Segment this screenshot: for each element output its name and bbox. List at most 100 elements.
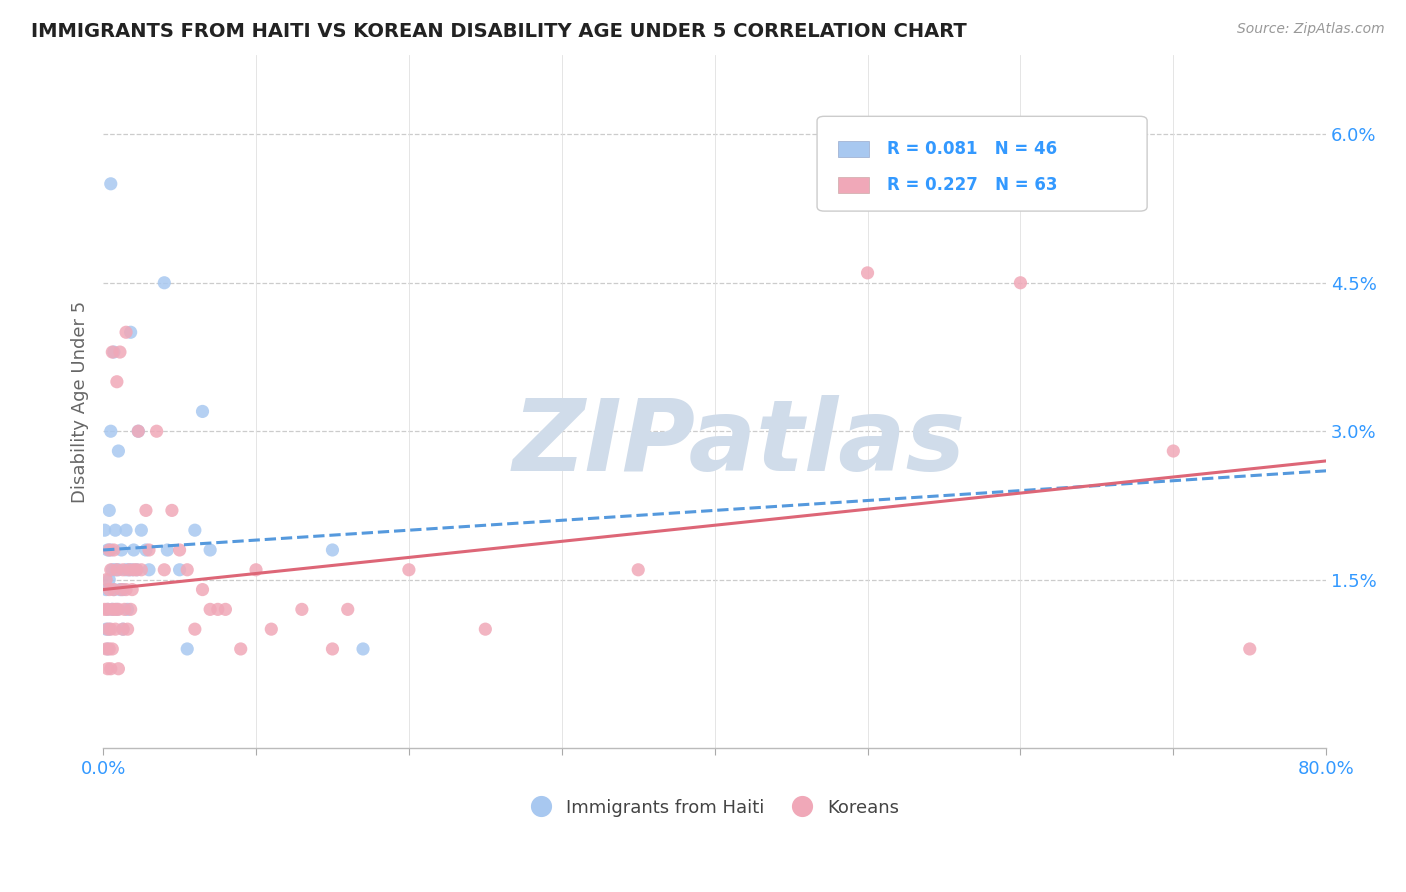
- Point: [98, 622, 121, 636]
- Point: [107, 662, 129, 676]
- Point: [198, 543, 221, 558]
- Point: [98, 543, 121, 558]
- Point: [97, 602, 120, 616]
- Point: [105, 375, 128, 389]
- Point: [93, 602, 115, 616]
- Point: [108, 345, 131, 359]
- Legend: Immigrants from Haiti, Koreans: Immigrants from Haiti, Koreans: [523, 790, 907, 824]
- Point: [100, 543, 122, 558]
- Point: [104, 602, 127, 616]
- Point: [127, 424, 149, 438]
- Point: [104, 563, 127, 577]
- Point: [105, 563, 128, 577]
- Point: [101, 563, 124, 577]
- Point: [117, 602, 139, 616]
- Point: [207, 602, 229, 616]
- Point: [111, 622, 134, 636]
- Point: [96, 573, 118, 587]
- Point: [117, 622, 139, 636]
- Point: [115, 563, 138, 577]
- Point: [160, 503, 183, 517]
- Point: [260, 622, 283, 636]
- Point: [120, 602, 142, 616]
- Point: [93, 523, 115, 537]
- Point: [115, 523, 138, 537]
- Point: [97, 602, 120, 616]
- Point: [291, 602, 314, 616]
- Point: [101, 602, 124, 616]
- Point: [176, 642, 198, 657]
- Text: ZIPatlas: ZIPatlas: [513, 394, 966, 491]
- Point: [100, 622, 122, 636]
- Point: [352, 642, 374, 657]
- Point: [101, 602, 124, 616]
- Point: [176, 563, 198, 577]
- Point: [131, 523, 153, 537]
- Point: [474, 622, 496, 636]
- Point: [121, 582, 143, 597]
- Point: [107, 602, 129, 616]
- Point: [127, 424, 149, 438]
- Point: [108, 582, 131, 597]
- Point: [122, 543, 145, 558]
- Point: [96, 622, 118, 636]
- Point: [856, 266, 879, 280]
- Point: [98, 642, 121, 657]
- Point: [125, 563, 148, 577]
- Point: [98, 503, 121, 517]
- Point: [336, 602, 359, 616]
- Point: [110, 582, 132, 597]
- Point: [105, 602, 128, 616]
- Point: [398, 563, 420, 577]
- Point: [97, 543, 120, 558]
- Text: Source: ZipAtlas.com: Source: ZipAtlas.com: [1237, 22, 1385, 37]
- Point: [321, 642, 343, 657]
- Point: [100, 662, 122, 676]
- Point: [145, 424, 167, 438]
- Point: [153, 563, 176, 577]
- Point: [104, 523, 127, 537]
- Point: [169, 563, 191, 577]
- Point: [138, 563, 160, 577]
- Point: [97, 622, 120, 636]
- Point: [184, 523, 207, 537]
- Point: [104, 622, 127, 636]
- Point: [103, 582, 125, 597]
- Point: [101, 345, 124, 359]
- Point: [114, 602, 136, 616]
- Y-axis label: Disability Age Under 5: Disability Age Under 5: [72, 301, 89, 503]
- Point: [1010, 276, 1032, 290]
- Point: [97, 642, 120, 657]
- Point: [111, 582, 134, 597]
- Point: [110, 543, 132, 558]
- Point: [198, 602, 221, 616]
- Point: [156, 543, 179, 558]
- Point: [107, 444, 129, 458]
- Point: [135, 503, 157, 517]
- Point: [153, 276, 176, 290]
- Point: [107, 563, 129, 577]
- Point: [138, 543, 160, 558]
- Point: [118, 563, 141, 577]
- Point: [125, 563, 148, 577]
- Point: [103, 345, 125, 359]
- Point: [98, 573, 121, 587]
- Text: R = 0.081   N = 46: R = 0.081 N = 46: [887, 140, 1057, 158]
- Point: [1163, 444, 1185, 458]
- Point: [103, 543, 125, 558]
- Text: R = 0.227   N = 63: R = 0.227 N = 63: [887, 176, 1057, 194]
- Point: [111, 563, 134, 577]
- Point: [627, 563, 650, 577]
- Point: [101, 642, 124, 657]
- Text: IMMIGRANTS FROM HAITI VS KOREAN DISABILITY AGE UNDER 5 CORRELATION CHART: IMMIGRANTS FROM HAITI VS KOREAN DISABILI…: [31, 22, 967, 41]
- Point: [96, 642, 118, 657]
- Point: [120, 325, 142, 339]
- Point: [100, 177, 122, 191]
- Point: [321, 543, 343, 558]
- Point: [191, 404, 214, 418]
- Point: [131, 563, 153, 577]
- Point: [100, 424, 122, 438]
- Point: [100, 563, 122, 577]
- Point: [245, 563, 267, 577]
- Point: [184, 622, 207, 636]
